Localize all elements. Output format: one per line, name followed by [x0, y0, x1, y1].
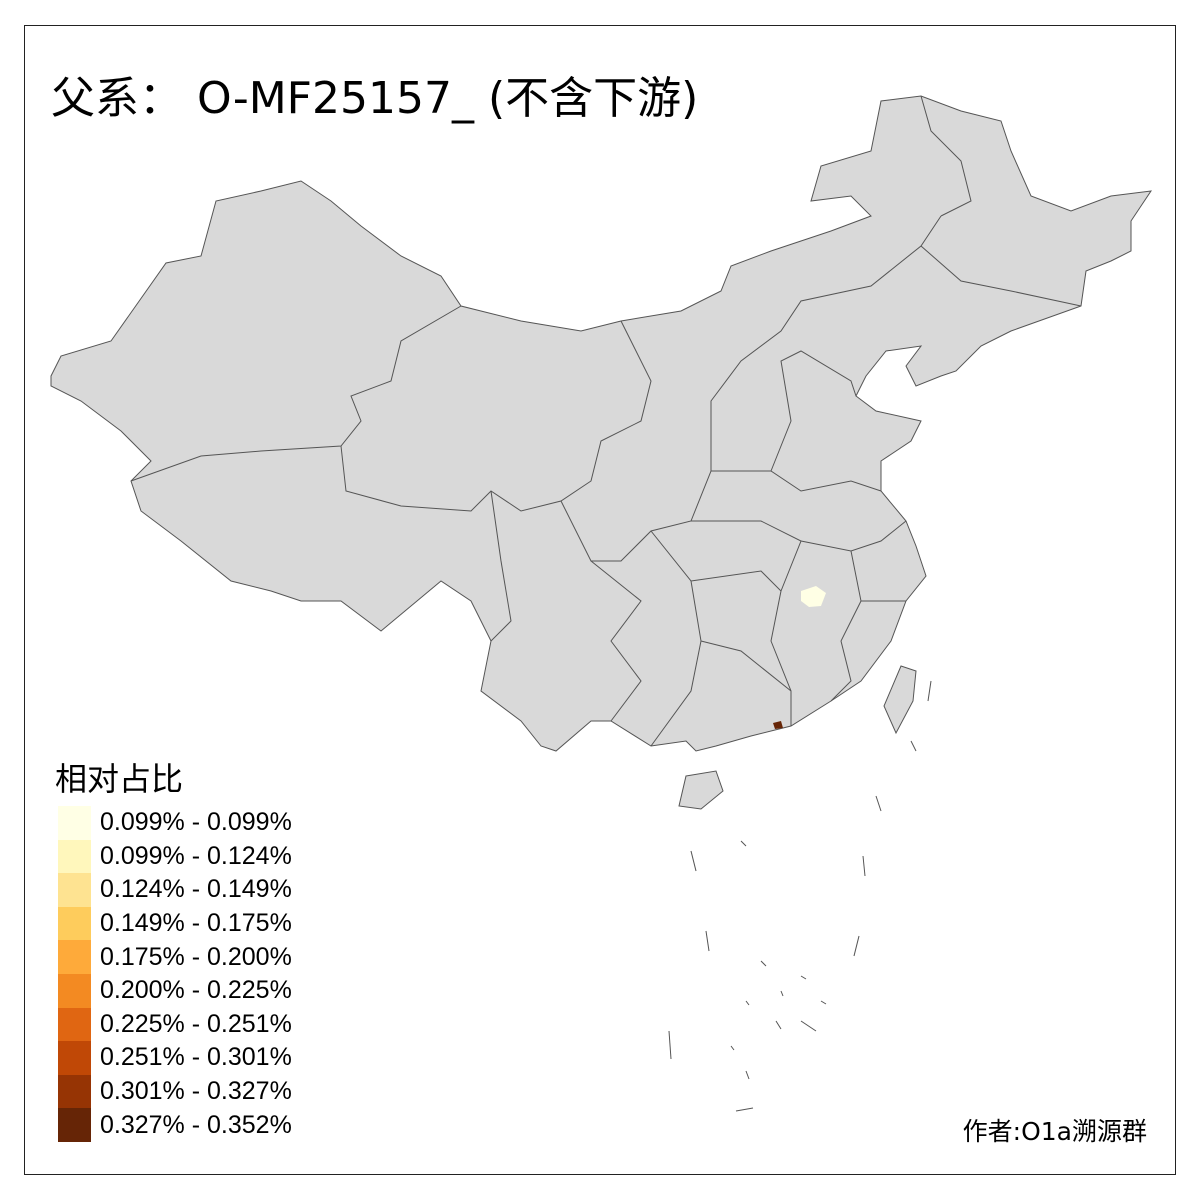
legend-label: 0.327% - 0.352%	[100, 1110, 292, 1139]
legend-label: 0.301% - 0.327%	[100, 1077, 292, 1106]
legend-label: 0.099% - 0.099%	[100, 808, 292, 837]
legend-swatch	[58, 940, 91, 974]
legend: 0.099% - 0.099% 0.099% - 0.124% 0.124% - 0…	[58, 806, 292, 1142]
legend-item: 0.149% - 0.175%	[58, 906, 292, 941]
legend-swatch	[58, 806, 91, 840]
china-map	[50, 95, 1153, 1112]
legend-swatch	[58, 1108, 91, 1142]
guangdong-region-highlight	[773, 721, 783, 729]
legend-swatch	[58, 873, 91, 907]
legend-swatch	[58, 1074, 91, 1109]
map-frame: 父系： O-MF25157_ (不含下游) 相对占比 0.099% - 0.09…	[24, 25, 1176, 1175]
legend-item: 0.099% - 0.124%	[58, 839, 292, 874]
legend-label: 0.251% - 0.301%	[100, 1043, 292, 1072]
south-china-sea-islands	[668, 680, 932, 1112]
legend-label: 0.175% - 0.200%	[100, 942, 292, 971]
china-mainland	[50, 95, 1153, 752]
legend-item: 0.301% - 0.327%	[58, 1074, 292, 1109]
legend-item: 0.124% - 0.149%	[58, 873, 292, 907]
legend-swatch	[58, 839, 91, 874]
legend-label: 0.200% - 0.225%	[100, 976, 292, 1005]
hubei-region-highlight	[801, 586, 826, 607]
legend-swatch	[58, 973, 91, 1008]
legend-label: 0.149% - 0.175%	[100, 909, 292, 938]
hainan	[678, 770, 724, 810]
legend-swatch	[58, 1041, 91, 1075]
legend-item: 0.251% - 0.301%	[58, 1041, 292, 1075]
legend-item: 0.225% - 0.251%	[58, 1007, 292, 1042]
legend-label: 0.225% - 0.251%	[100, 1009, 292, 1038]
map-title: 父系： O-MF25157_ (不含下游)	[51, 73, 699, 124]
legend-item: 0.200% - 0.225%	[58, 973, 292, 1008]
province-borders	[130, 95, 1082, 747]
legend-label: 0.124% - 0.149%	[100, 875, 292, 904]
legend-item: 0.175% - 0.200%	[58, 940, 292, 974]
taiwan	[883, 665, 917, 735]
author-credit: 作者:O1a溯源群	[962, 1117, 1147, 1146]
legend-swatch	[58, 906, 91, 941]
legend-item: 0.327% - 0.352%	[58, 1108, 292, 1142]
legend-title: 相对占比	[55, 760, 184, 798]
legend-swatch	[58, 1007, 91, 1042]
legend-item: 0.099% - 0.099%	[58, 806, 292, 840]
legend-label: 0.099% - 0.124%	[100, 841, 292, 870]
